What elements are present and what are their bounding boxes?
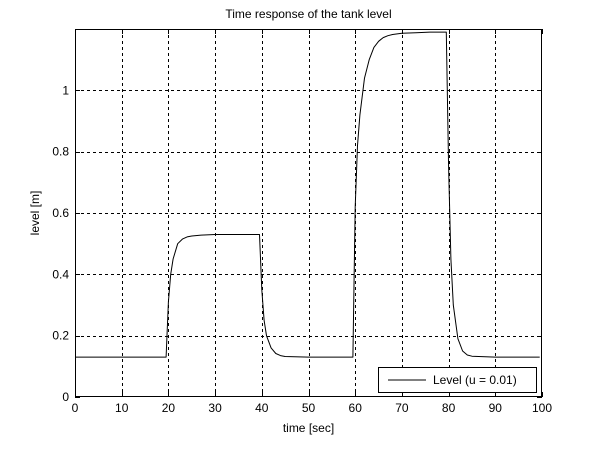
x-tick-label: 80 — [442, 401, 456, 415]
y-tick-label: 0.2 — [52, 329, 69, 343]
x-tick-label: 50 — [302, 401, 316, 415]
x-tick-label: 100 — [532, 401, 552, 415]
chart-title: Time response of the tank level — [225, 7, 391, 21]
y-axis-label: level [m] — [28, 191, 42, 236]
x-tick-label: 70 — [395, 401, 409, 415]
legend-entry: Level (u = 0.01) — [433, 373, 517, 387]
y-tick-label: 0.8 — [52, 145, 69, 159]
plot-area — [75, 29, 542, 397]
y-tick-label: 1 — [62, 83, 69, 97]
x-tick-label: 40 — [255, 401, 269, 415]
x-axis-label: time [sec] — [283, 421, 334, 435]
grid — [75, 29, 542, 397]
x-tick-label: 90 — [489, 401, 503, 415]
x-tick-label: 0 — [72, 401, 79, 415]
ticks: 0 10 20 30 40 50 60 70 80 90 100 0 0.2 0.4 0.6 0.8 1 — [52, 29, 552, 415]
x-tick-label: 60 — [349, 401, 363, 415]
x-tick-label: 20 — [162, 401, 176, 415]
legend: Level (u = 0.01) — [378, 367, 537, 393]
y-tick-label: 0.4 — [52, 267, 69, 281]
series-layer — [75, 31, 540, 358]
x-tick-label: 30 — [208, 401, 222, 415]
x-tick-label: 10 — [115, 401, 129, 415]
y-tick-label: 0.6 — [52, 206, 69, 220]
y-tick-label: 0 — [62, 390, 69, 404]
series-line-0 — [75, 31, 540, 358]
